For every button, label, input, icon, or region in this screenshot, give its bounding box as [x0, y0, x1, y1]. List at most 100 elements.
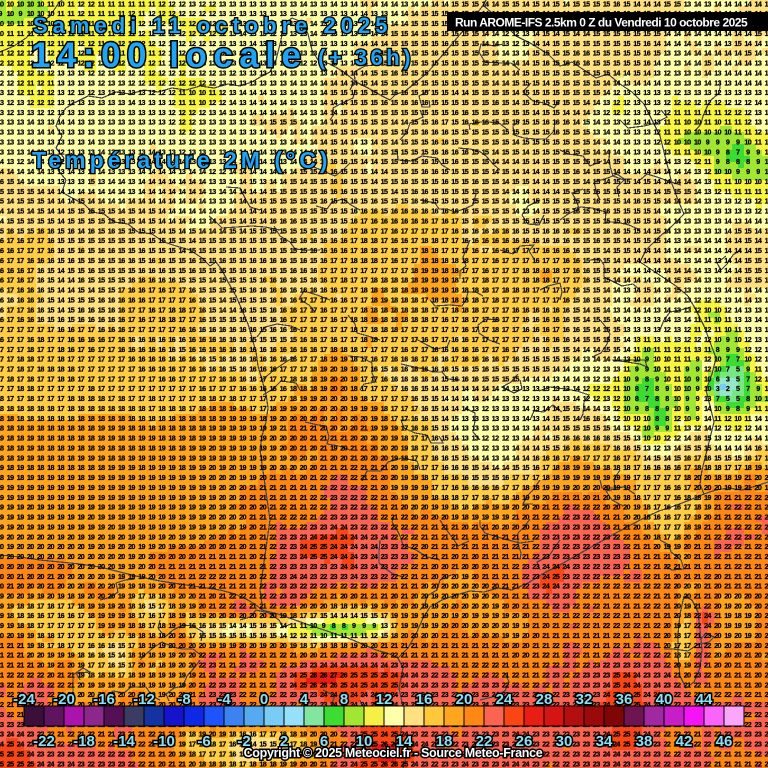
svg-text:40: 40 [656, 691, 673, 708]
svg-text:191919191919191919191919191919: 1919191919191919191919191919191919191919… [0, 483, 768, 492]
svg-text:-6: -6 [197, 733, 210, 750]
svg-text:-12: -12 [133, 691, 155, 708]
svg-text:Température 2M (°C): Température 2M (°C) [32, 147, 331, 173]
svg-text:44: 44 [696, 691, 713, 708]
svg-text:101111111111111111111111111112: 1011111111111111111111111111121212121212… [0, 29, 768, 38]
svg-text:32: 32 [576, 691, 593, 708]
svg-text:28: 28 [536, 691, 553, 708]
svg-text:-4: -4 [217, 691, 231, 708]
svg-text:Samedi 11 octobre 2025: Samedi 11 octobre 2025 [33, 13, 392, 38]
svg-text:-24: -24 [13, 691, 35, 708]
svg-text:36: 36 [616, 691, 633, 708]
svg-text:101011101010111111111111111112: 1010111010101111111111111111121212121212… [0, 19, 768, 28]
svg-text:191818161617161617181919191817: 1918181616171616171819191918171617181918… [0, 611, 768, 620]
svg-text:191919201919181919191919191919: 1919192019191819191919191919191919191919… [0, 503, 768, 512]
svg-text:-2: -2 [237, 733, 250, 750]
svg-text:191918181718171718191919201816: 1919181817181717181919192018161517181919… [0, 601, 768, 610]
svg-text:0: 0 [260, 691, 268, 708]
svg-text:-22: -22 [33, 733, 55, 750]
svg-text:191920191919191919191920191919: 1919201919191919191919201919191919191919… [0, 522, 768, 531]
svg-text:192020191920191819202020191917: 1920201919201918192020201919171818192020… [0, 592, 768, 601]
svg-text:30: 30 [556, 733, 573, 750]
svg-text:-18: -18 [73, 733, 95, 750]
svg-text:-16: -16 [93, 691, 115, 708]
svg-text:22: 22 [476, 733, 493, 750]
svg-text:34: 34 [596, 733, 613, 750]
svg-text:191918181717171717171919191818: 1919181817171717171719191918181718191916… [0, 621, 768, 630]
svg-text:Copyright © 2025 Meteociel.fr: Copyright © 2025 Meteociel.fr - Source M… [244, 746, 543, 760]
svg-text:18: 18 [436, 733, 453, 750]
svg-text:-20: -20 [53, 691, 75, 708]
svg-text:181818181818181818181818181818: 1818181818181818181818181818181818181818… [0, 414, 768, 423]
svg-text:192020202020192019192019201919: 1920202020201920191920192019191919201919… [0, 532, 768, 541]
svg-text:191919191919191919191919191919: 1919191919191919191919191919191919191919… [0, 493, 768, 502]
svg-text:-10: -10 [153, 733, 175, 750]
svg-text:26: 26 [516, 733, 533, 750]
svg-text:14:00 locale: 14:00 locale [31, 36, 307, 75]
svg-text:Run AROME-IFS 2.5km 0 Z du Ven: Run AROME-IFS 2.5km 0 Z du Vendredi 10 o… [455, 16, 748, 30]
svg-text:(+ 36h): (+ 36h) [318, 45, 414, 70]
svg-text:12: 12 [376, 691, 393, 708]
svg-text:4: 4 [300, 691, 309, 708]
svg-text:46: 46 [716, 733, 733, 750]
svg-text:6: 6 [320, 733, 328, 750]
svg-text:42: 42 [676, 733, 693, 750]
svg-text:910910101011111211111111121112: 9109101010111112111111111211121212121212… [0, 9, 768, 18]
svg-text:8: 8 [340, 691, 348, 708]
svg-text:10: 10 [356, 733, 373, 750]
svg-text:-14: -14 [113, 733, 135, 750]
svg-text:14: 14 [396, 733, 413, 750]
svg-text:191919191919191919201919191919: 1919191919191919192019191919191919191919… [0, 513, 768, 522]
svg-text:20: 20 [456, 691, 473, 708]
